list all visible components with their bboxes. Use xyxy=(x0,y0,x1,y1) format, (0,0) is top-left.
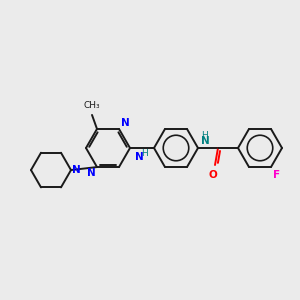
Text: N: N xyxy=(121,118,129,128)
Text: N: N xyxy=(72,165,81,175)
Text: H: H xyxy=(141,149,147,158)
Text: H: H xyxy=(202,131,208,140)
Text: N: N xyxy=(135,152,143,162)
Text: N: N xyxy=(87,168,95,178)
Text: N: N xyxy=(201,136,209,146)
Text: F: F xyxy=(273,170,280,180)
Text: CH₃: CH₃ xyxy=(84,101,100,110)
Text: O: O xyxy=(208,170,217,180)
